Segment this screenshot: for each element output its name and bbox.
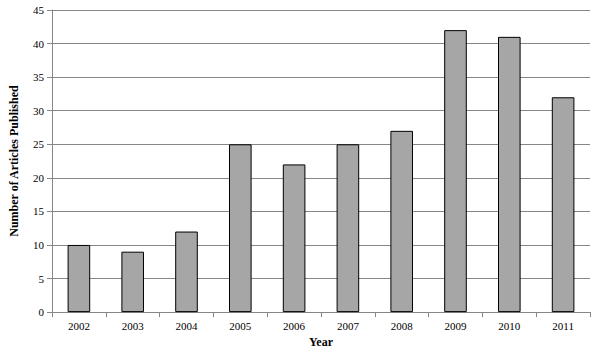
svg-text:2010: 2010 xyxy=(498,320,521,332)
svg-text:2003: 2003 xyxy=(122,320,145,332)
svg-text:40: 40 xyxy=(33,38,45,50)
svg-text:Number of Articles Published: Number of Articles Published xyxy=(7,85,21,237)
svg-text:45: 45 xyxy=(33,4,45,16)
svg-text:10: 10 xyxy=(33,239,45,251)
svg-text:35: 35 xyxy=(33,71,45,83)
svg-text:20: 20 xyxy=(33,172,45,184)
svg-text:2002: 2002 xyxy=(68,320,90,332)
svg-text:2008: 2008 xyxy=(391,320,414,332)
svg-text:0: 0 xyxy=(39,306,45,318)
svg-text:2006: 2006 xyxy=(283,320,306,332)
svg-text:2007: 2007 xyxy=(337,320,360,332)
svg-text:Year: Year xyxy=(309,335,334,349)
svg-text:5: 5 xyxy=(39,273,45,285)
svg-text:25: 25 xyxy=(33,138,45,150)
svg-text:30: 30 xyxy=(33,105,45,117)
svg-text:2011: 2011 xyxy=(552,320,574,332)
svg-text:2005: 2005 xyxy=(229,320,252,332)
svg-text:2004: 2004 xyxy=(176,320,199,332)
svg-text:15: 15 xyxy=(33,205,45,217)
svg-text:2009: 2009 xyxy=(445,320,468,332)
